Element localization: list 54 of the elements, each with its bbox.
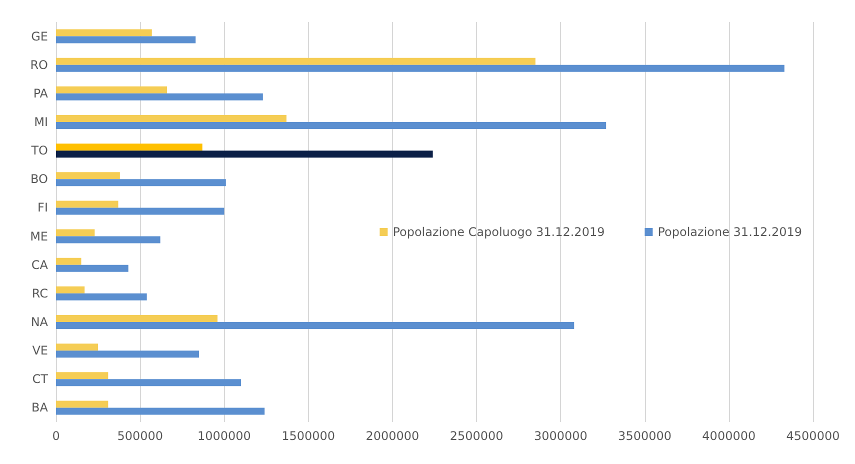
bar (56, 322, 574, 329)
bar (56, 36, 196, 44)
bar (56, 258, 82, 265)
bar (56, 150, 433, 158)
bar (56, 229, 95, 236)
bar (56, 264, 128, 272)
x-tick-label: 4000000 (702, 429, 756, 443)
x-tick-label: 1000000 (197, 429, 251, 443)
y-tick-label: BA (32, 400, 49, 415)
bar (56, 293, 147, 300)
bar (56, 64, 784, 72)
bar (56, 286, 85, 294)
bar (56, 350, 199, 358)
bar (56, 29, 152, 36)
x-tick-label: 3500000 (618, 429, 672, 443)
y-tick-label: CA (31, 258, 49, 272)
bar (56, 86, 168, 94)
bar (56, 344, 98, 351)
legend-label: Popolazione Capoluogo 31.12.2019 (392, 225, 605, 239)
x-tick-label: 500000 (117, 429, 164, 443)
y-tick-label: CT (32, 372, 49, 386)
bar (56, 172, 120, 180)
x-tick-label: 2500000 (450, 429, 504, 443)
x-tick-label: 3000000 (534, 429, 588, 443)
y-tick-label: ME (30, 229, 48, 244)
bar (56, 400, 108, 408)
y-tick-label: VE (32, 344, 48, 358)
bar (56, 179, 226, 186)
x-tick-label: 4500000 (786, 429, 840, 443)
y-tick-label: NA (30, 315, 49, 329)
y-tick-label: BO (30, 172, 48, 186)
bar (56, 115, 286, 122)
bar (56, 93, 263, 100)
y-tick-label: PA (33, 86, 49, 100)
bar (56, 208, 224, 215)
y-tick-label: FI (38, 200, 48, 215)
bar (56, 200, 118, 208)
y-tick-label: MI (34, 115, 48, 129)
bar (56, 315, 218, 322)
legend-label: Popolazione 31.12.2019 (658, 225, 802, 239)
bar (56, 144, 202, 151)
bar (56, 408, 265, 415)
bar (56, 122, 606, 129)
x-tick-label: 2000000 (366, 429, 420, 443)
y-tick-label: RC (32, 286, 48, 300)
bar (56, 372, 108, 380)
x-tick-label: 0 (52, 429, 60, 443)
bar (56, 236, 160, 244)
bar (56, 379, 242, 386)
x-tick-label: 1500000 (282, 429, 336, 443)
bar (56, 58, 536, 65)
y-tick-label: GE (31, 29, 48, 44)
y-tick-label: RO (30, 58, 48, 72)
y-tick-label: TO (30, 144, 48, 158)
